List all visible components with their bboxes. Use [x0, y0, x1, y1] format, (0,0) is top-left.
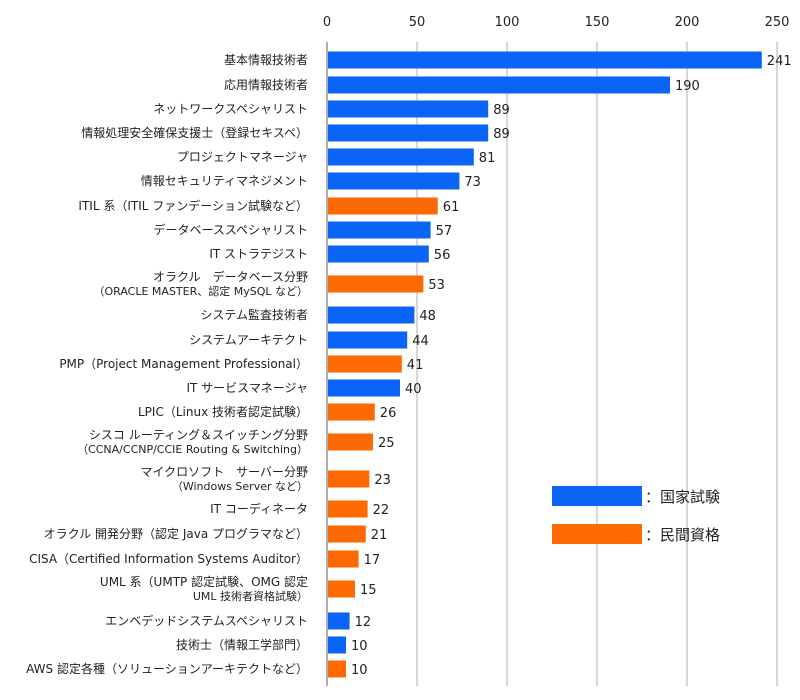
bar — [328, 306, 415, 324]
value-label: 40 — [405, 382, 422, 397]
value-label: 89 — [493, 127, 510, 142]
bar — [328, 100, 489, 118]
x-tick-label: 100 — [495, 15, 520, 30]
category-label: IT ストラテジスト — [209, 247, 308, 261]
category-label: データベーススペシャリスト — [153, 222, 308, 237]
value-label: 22 — [373, 503, 390, 518]
value-label: 26 — [380, 406, 397, 421]
category-label: PMP（Project Management Professional） — [59, 357, 308, 371]
value-label: 21 — [371, 528, 388, 543]
bar — [328, 580, 355, 598]
x-tick-label: 0 — [323, 15, 331, 30]
category-label: 応用情報技術者 — [224, 78, 308, 92]
category-label-sub: UML 技術者資格試験） — [193, 589, 308, 603]
value-label: 61 — [443, 200, 460, 215]
bar — [328, 172, 460, 190]
bar — [328, 221, 431, 239]
bar — [328, 124, 489, 142]
bar — [328, 525, 366, 543]
bar — [328, 355, 402, 373]
category-label: マイクロソフト サーバー分野 — [140, 465, 308, 479]
legend-swatch-private — [552, 524, 642, 544]
bar — [328, 660, 346, 678]
category-label: 技術士（情報工学部門） — [176, 637, 308, 652]
value-label: 41 — [407, 358, 424, 373]
value-label: 44 — [412, 334, 429, 349]
category-label: オラクル 開発分野（認定 Java プログラマなど） — [44, 526, 308, 541]
value-label: 23 — [374, 473, 391, 488]
bar — [328, 331, 408, 349]
bar — [328, 550, 359, 568]
category-label-sub: （CCNA/CCNP/CCIE Routing & Switching） — [77, 443, 308, 456]
category-label: LPIC（Linux 技術者認定試験） — [138, 404, 308, 419]
bar — [328, 197, 438, 215]
category-label: エンベデッドシステムスペシャリスト — [105, 613, 308, 628]
bar — [328, 148, 474, 166]
legend-swatch-national — [552, 486, 642, 506]
value-label: 241 — [767, 54, 792, 69]
value-label: 12 — [355, 615, 372, 630]
bar — [328, 433, 373, 451]
category-label: IT コーディネータ — [210, 501, 308, 516]
category-label: ネットワークスペシャリスト — [153, 102, 308, 116]
value-label: 10 — [351, 663, 368, 678]
bar — [328, 51, 762, 69]
category-label: CISA（Certified Information Systems Audit… — [29, 552, 308, 566]
category-label: システム監査技術者 — [200, 307, 308, 322]
bar — [328, 76, 670, 94]
value-label: 89 — [493, 103, 510, 118]
value-label: 73 — [464, 175, 481, 190]
bar — [328, 245, 429, 263]
value-label: 81 — [479, 151, 496, 166]
bar — [328, 636, 346, 654]
category-label: UML 系（UMTP 認定試験、OMG 認定 — [100, 574, 308, 589]
category-label: 情報処理安全確保支援士（登録セキスペ） — [81, 125, 308, 140]
category-label: AWS 認定各種（ソリューションアーキテクトなど） — [26, 661, 308, 676]
category-label: 情報セキュリティマネジメント — [141, 174, 308, 188]
value-label: 190 — [675, 79, 700, 94]
value-label: 53 — [428, 278, 445, 293]
bar — [328, 403, 375, 421]
value-label: 15 — [360, 583, 377, 598]
legend-label-private: ：民間資格 — [645, 526, 720, 544]
legend-label-national: ：国家試験 — [645, 488, 720, 506]
category-label-sub: （Windows Server など） — [172, 480, 308, 493]
value-label: 48 — [419, 309, 436, 324]
bar — [328, 275, 424, 293]
bar — [328, 379, 400, 397]
category-label: プロジェクトマネージャ — [177, 150, 308, 164]
bar — [328, 470, 370, 488]
value-label: 57 — [436, 224, 453, 239]
x-tick-label: 150 — [585, 15, 610, 30]
x-tick-label: 200 — [675, 15, 700, 30]
category-label: ITIL 系（ITIL ファンデーション試験など） — [78, 198, 308, 213]
bar — [328, 500, 368, 518]
value-label: 56 — [434, 248, 451, 263]
x-tick-label: 250 — [765, 15, 790, 30]
category-label: システムアーキテクト — [189, 333, 308, 347]
value-label: 17 — [364, 553, 381, 568]
category-label-sub: （ORACLE MASTER、認定 MySQL など） — [93, 284, 308, 298]
category-label: オラクル データベース分野 — [153, 269, 308, 284]
category-label: 基本情報技術者 — [224, 53, 308, 67]
x-tick-label: 50 — [409, 15, 426, 30]
bar — [328, 612, 350, 630]
category-label: シスコ ルーティング＆スイッチング分野 — [89, 428, 308, 442]
value-label: 25 — [378, 436, 395, 451]
category-label: IT サービスマネージャ — [187, 381, 309, 395]
value-label: 10 — [351, 639, 368, 654]
